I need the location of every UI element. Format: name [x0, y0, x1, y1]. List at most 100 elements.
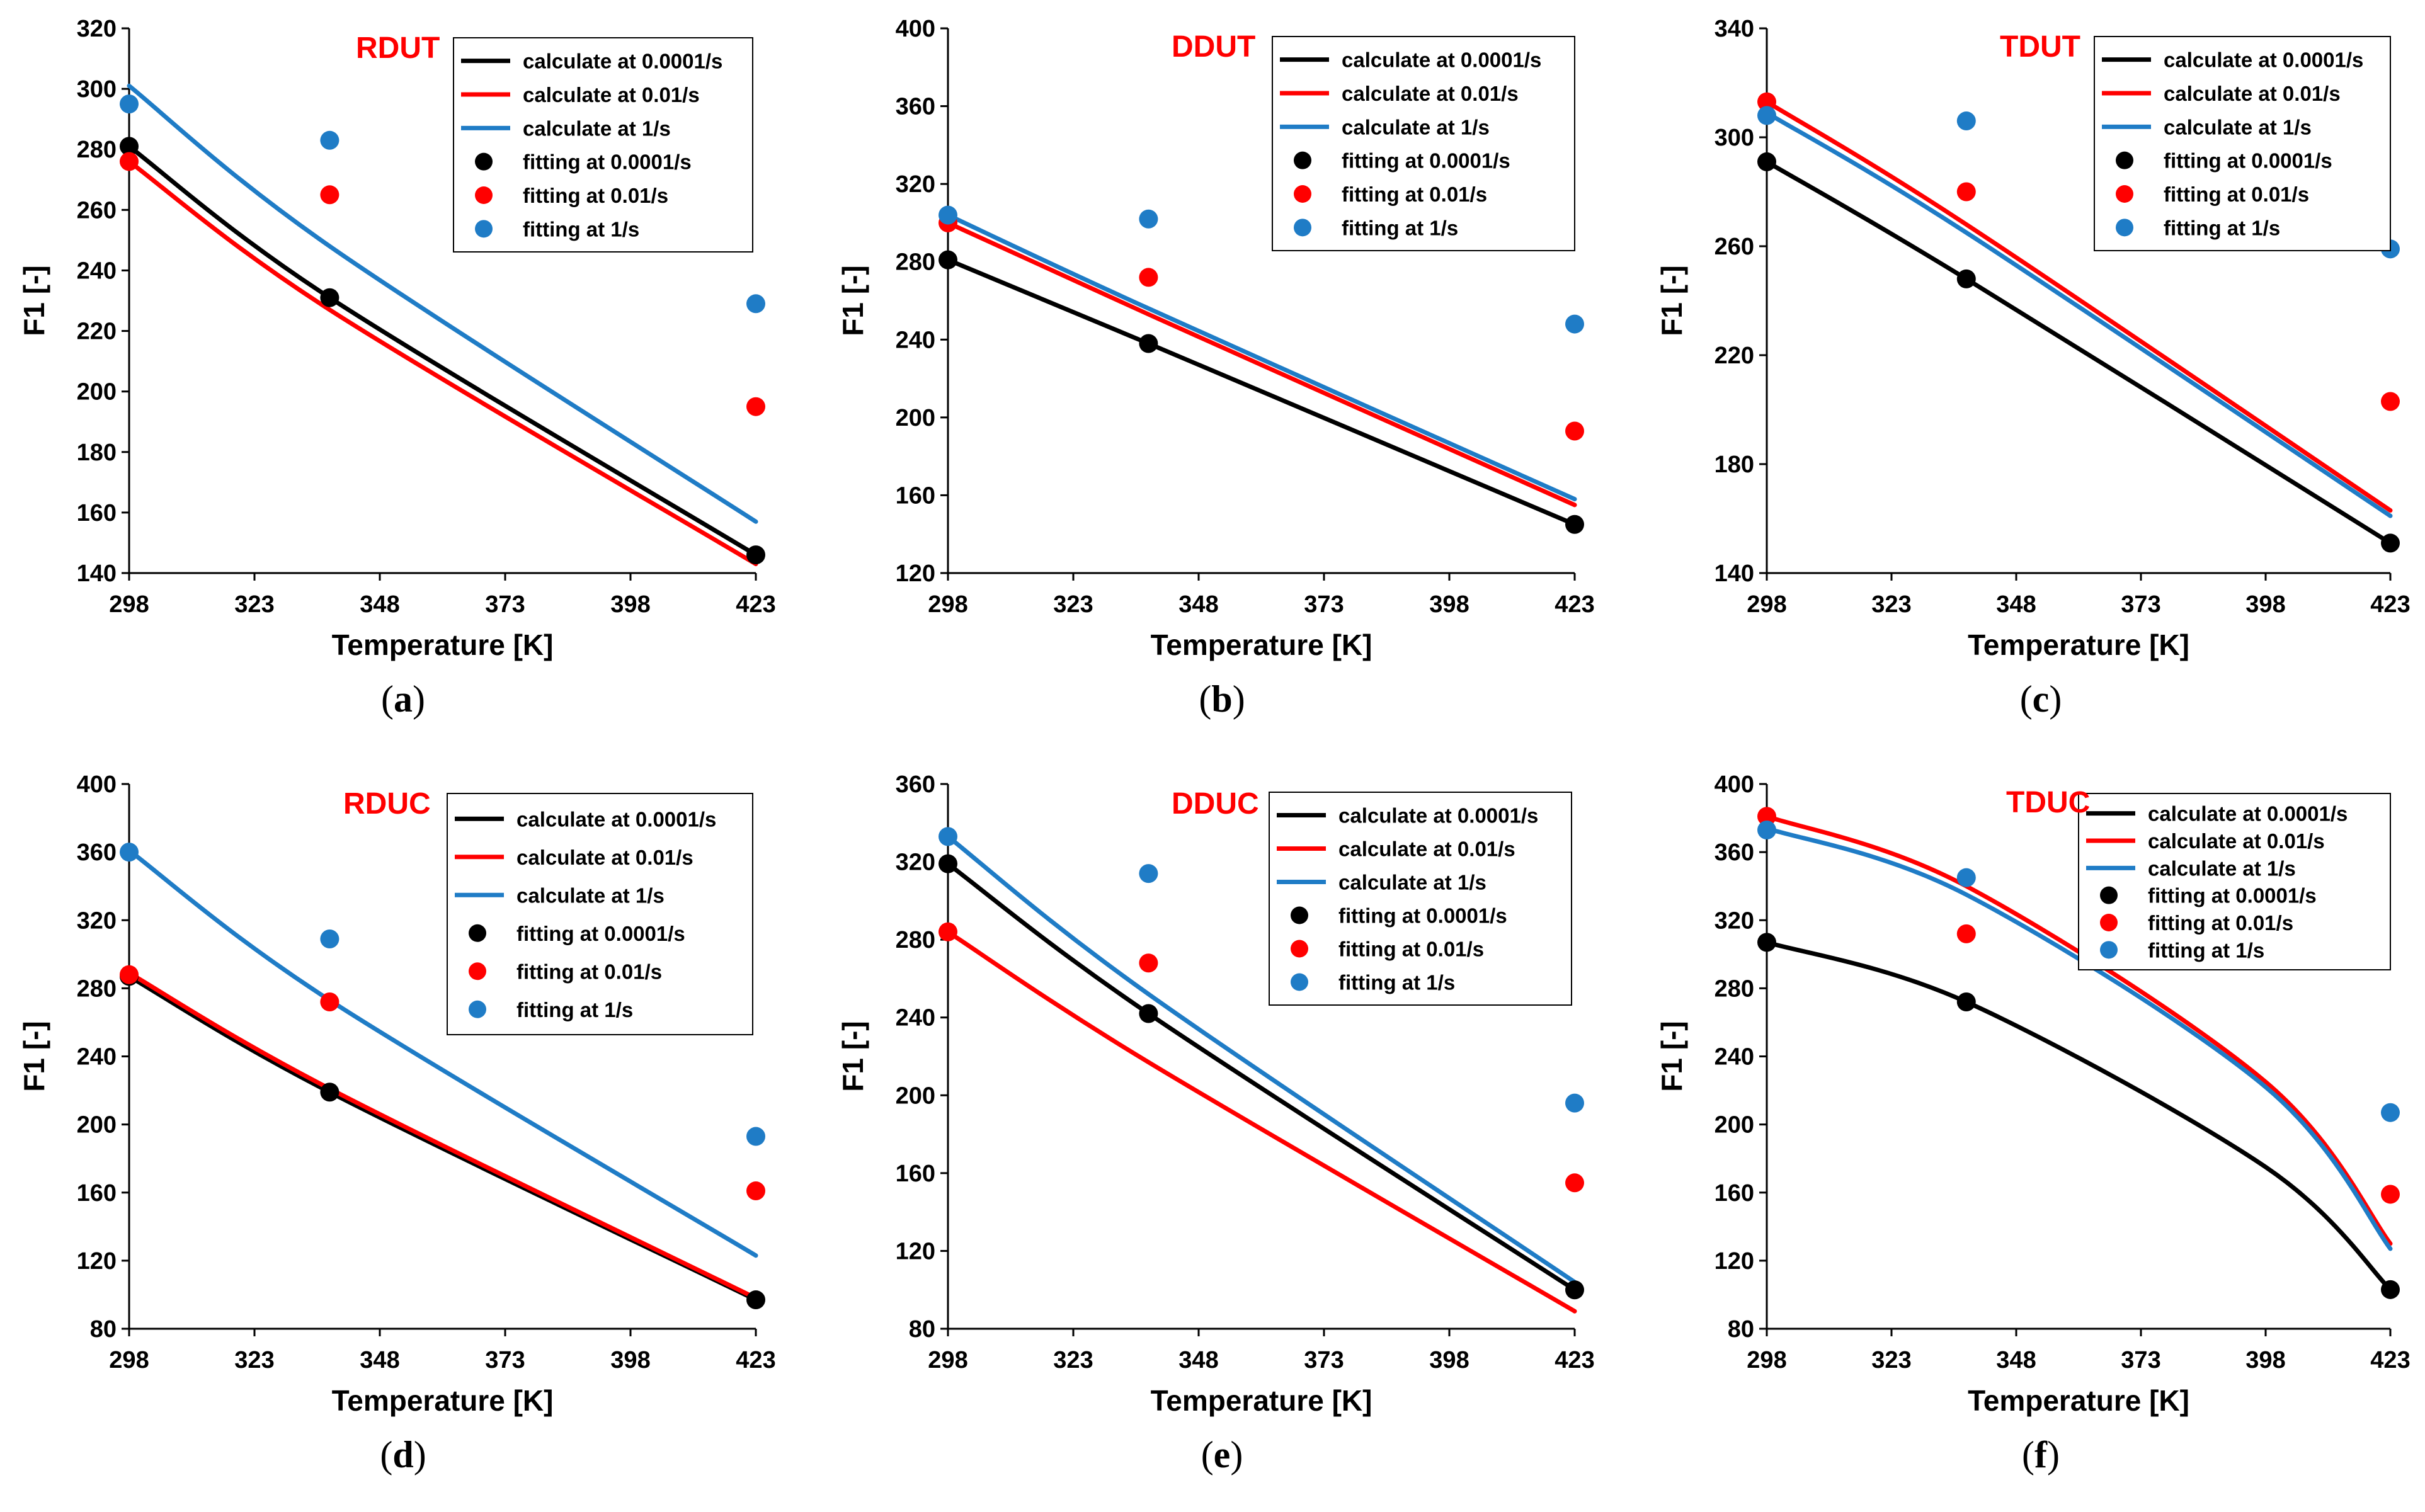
legend-entry-label: calculate at 1/s — [516, 884, 665, 907]
chart-panel-d: 80 120 160 200 240 280 320 360 400 298 323 348 373 39… — [0, 756, 819, 1511]
y-tick-label: 160 — [77, 500, 117, 526]
data-point-blue — [939, 205, 957, 225]
data-point-red — [1956, 924, 1976, 943]
legend-dot-marker — [1294, 151, 1311, 169]
panel-caption: (b) — [1199, 678, 1245, 720]
chart-panel-e: 80 120 160 200 240 280 320 360 298 323 348 373 398 42… — [819, 756, 1638, 1511]
y-tick-label: 320 — [77, 907, 117, 934]
x-tick-label: 348 — [360, 591, 399, 618]
legend-entry-label: calculate at 1/s — [2164, 115, 2312, 139]
legend-box — [447, 793, 753, 1035]
data-point-blue — [1139, 209, 1158, 229]
x-axis-label: Temperature [K] — [1968, 1384, 2189, 1417]
series-line-blue — [1764, 826, 2393, 1251]
legend-entry-label: calculate at 0.0001/s — [1342, 48, 1541, 72]
x-axis-label: Temperature [K] — [1151, 1384, 1372, 1417]
y-tick-label: 340 — [1715, 16, 1754, 42]
data-point-blue — [120, 94, 139, 114]
legend-entry-label: fitting at 1/s — [1342, 216, 1458, 239]
series-line-black — [1764, 159, 2393, 545]
legend-entry-label: fitting at 1/s — [2164, 216, 2280, 239]
y-tick-label: 200 — [1715, 1112, 1754, 1139]
chart-svg-a: 140 160 180 200 220 240 260 280 300 320 298 323 348 3… — [18, 16, 776, 720]
legend-dot-marker — [2116, 219, 2133, 237]
panel-title: DDUT — [1172, 30, 1255, 64]
legend-entry-label: fitting at 0.01/s — [2164, 183, 2309, 206]
data-point-blue — [320, 130, 340, 150]
x-tick-label: 373 — [1304, 1347, 1344, 1373]
legend-entry-label: calculate at 0.01/s — [516, 846, 693, 869]
legend-box — [453, 37, 753, 253]
data-point-red — [120, 965, 139, 984]
y-tick-label: 240 — [77, 258, 117, 284]
y-tick-label: 280 — [77, 137, 117, 163]
series-line-black — [945, 258, 1577, 527]
y-tick-label: 120 — [896, 560, 935, 587]
x-tick-label: 298 — [109, 591, 149, 618]
x-tick-label: 348 — [1996, 1347, 2036, 1373]
data-point-black — [939, 250, 957, 270]
y-tick-label: 180 — [77, 440, 117, 466]
chart-svg-f: 80 120 160 200 240 280 320 360 400 298 323 348 373 39… — [1655, 771, 2411, 1475]
legend-entry-label: fitting at 0.0001/s — [523, 151, 692, 174]
x-tick-label: 348 — [360, 1347, 399, 1373]
legend-entry-label: calculate at 0.0001/s — [2164, 48, 2363, 72]
data-point-black — [320, 1083, 340, 1102]
data-point-red — [120, 152, 139, 171]
x-tick-label: 423 — [736, 1347, 775, 1373]
legend-entry-label: calculate at 0.01/s — [523, 83, 700, 106]
data-point-blue — [1565, 314, 1584, 334]
chart-svg-e: 80 120 160 200 240 280 320 360 298 323 348 373 398 42… — [836, 771, 1595, 1475]
chart-panel-f: 80 120 160 200 240 280 320 360 400 298 323 348 373 39… — [1638, 756, 2425, 1511]
y-tick-label: 140 — [77, 560, 117, 587]
legend-entry-label: calculate at 1/s — [1338, 871, 1486, 894]
x-tick-label: 398 — [2245, 1347, 2285, 1373]
data-point-blue — [746, 1127, 765, 1146]
y-tick-label: 80 — [909, 1316, 935, 1343]
data-point-black — [1565, 514, 1584, 534]
legend-box — [2094, 36, 2391, 251]
panel-caption: (f) — [2022, 1434, 2060, 1475]
y-tick-label: 200 — [896, 405, 935, 431]
legend-entry-label: calculate at 0.01/s — [2148, 829, 2325, 853]
data-point-red — [1139, 268, 1158, 287]
x-tick-label: 298 — [109, 1347, 149, 1373]
y-tick-label: 360 — [77, 839, 117, 866]
x-tick-label: 373 — [2121, 591, 2160, 618]
data-point-red — [1565, 421, 1584, 441]
y-tick-label: 300 — [77, 76, 117, 103]
legend-entry-label: calculate at 0.0001/s — [2148, 802, 2348, 826]
panel-caption: (c) — [2020, 678, 2062, 720]
legend-entry-label: calculate at 1/s — [2148, 856, 2296, 880]
data-point-blue — [1956, 868, 1976, 887]
data-point-red — [1757, 807, 1776, 826]
chart-panel-c: 140 180 220 260 300 340 298 323 348 373 398 423 Temp… — [1638, 0, 2425, 756]
y-axis-label: F1 [-] — [1655, 265, 1688, 336]
legend-dot-marker — [1294, 185, 1311, 203]
y-tick-label: 200 — [77, 1112, 117, 1139]
legend-box — [1272, 36, 1575, 251]
series-line-red — [127, 970, 758, 1300]
legend-entry-label: calculate at 1/s — [523, 117, 671, 140]
y-tick-label: 400 — [77, 771, 117, 798]
panel-caption: (d) — [380, 1434, 426, 1475]
x-tick-label: 373 — [1304, 591, 1344, 618]
x-tick-label: 398 — [1429, 1347, 1469, 1373]
panel-title: RDUC — [343, 787, 431, 821]
data-point-blue — [120, 843, 139, 862]
data-point-black — [939, 854, 957, 873]
y-tick-label: 260 — [1715, 234, 1754, 260]
y-tick-label: 400 — [896, 16, 935, 42]
y-tick-label: 360 — [896, 771, 935, 798]
panel-title: TDUT — [2000, 30, 2080, 64]
x-tick-label: 298 — [928, 591, 967, 618]
x-tick-label: 323 — [1871, 1347, 1911, 1373]
x-axis-label: Temperature [K] — [332, 628, 554, 661]
series-line-blue — [945, 213, 1577, 502]
x-tick-label: 423 — [1555, 1347, 1594, 1373]
data-point-red — [2381, 392, 2400, 411]
y-tick-label: 320 — [1715, 907, 1754, 934]
legend-entry-label: fitting at 0.0001/s — [516, 922, 685, 945]
legend-entry-label: fitting at 1/s — [2148, 938, 2264, 962]
y-tick-label: 360 — [1715, 839, 1754, 866]
